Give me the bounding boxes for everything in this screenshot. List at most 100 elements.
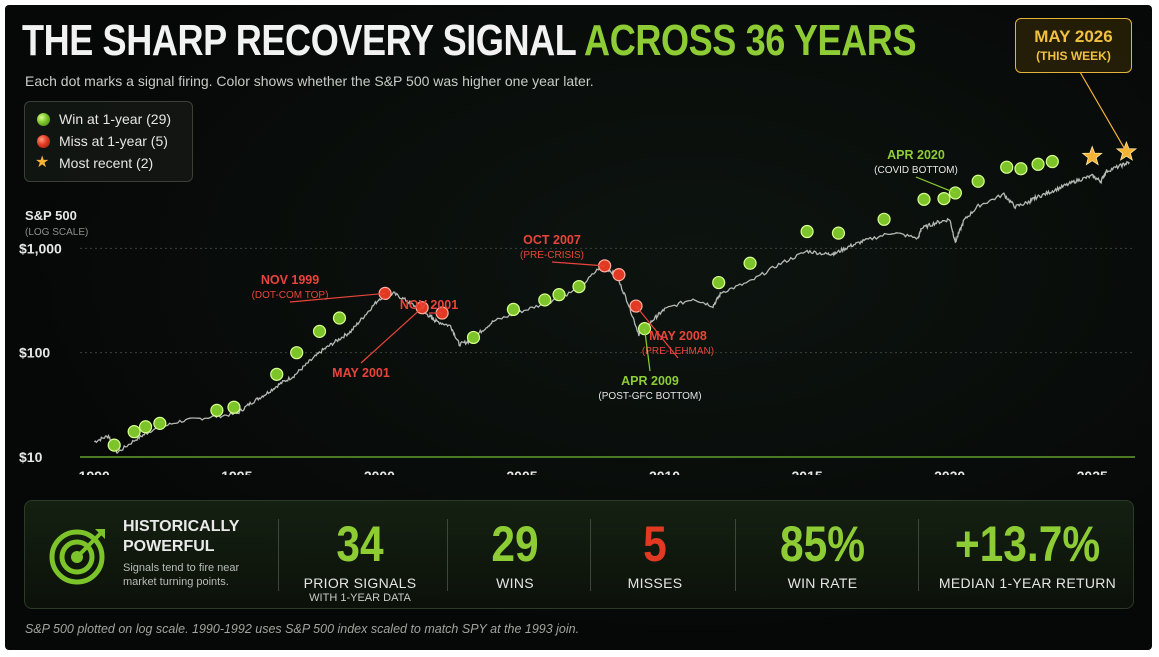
stats-headline-block: HISTORICALLY POWERFUL Signals tend to fi… [123, 517, 273, 589]
stat-label: WIN RATE [787, 575, 858, 591]
signal-miss-dot [612, 268, 626, 282]
stat-item: 34 PRIOR SIGNALS WITH 1-YEAR DATA [280, 501, 440, 610]
signal-win-dot [552, 288, 566, 302]
signal-win-dot [917, 192, 931, 206]
price-chart: $10 $100 $1,000 1990 1995 2000 2005 2010 2015 202… [19, 71, 1138, 475]
y-tick-label: $10 [19, 449, 43, 465]
stats-headline: HISTORICALLY POWERFUL [123, 518, 240, 555]
signal-win-dot [712, 275, 726, 290]
badge-pointer [1079, 71, 1127, 153]
red-dot-icon [37, 134, 50, 148]
chart-legend: Win at 1-year (29) Miss at 1-year (5) ★ … [24, 101, 193, 182]
signal-win-dot [743, 256, 757, 270]
badge-date: MAY 2026 [1034, 27, 1113, 46]
annotation-pointer [360, 307, 423, 364]
x-tick-label: 1995 [221, 468, 252, 475]
signal-win-dot [971, 174, 985, 188]
annotation-label: OCT 2007 [523, 233, 581, 247]
annotation-label: APR 2009 [621, 374, 679, 388]
annotation-pointer [643, 328, 651, 372]
signal-win-dot [1045, 154, 1059, 169]
signal-win-dot [290, 346, 304, 360]
stats-description: Signals tend to fire near market turning… [123, 562, 240, 588]
x-tick-label: 2010 [649, 468, 680, 475]
signal-win-dot [227, 400, 241, 414]
signal-win-dot [332, 311, 347, 325]
signal-win-dot [800, 224, 814, 239]
stat-item: 85% WIN RATE [740, 501, 905, 610]
annotation-label: MAY 2008 [649, 329, 707, 343]
x-tick-label: 2000 [364, 468, 395, 475]
y-tick-label: $100 [19, 345, 50, 361]
sp500-price-line [93, 160, 1130, 454]
stat-value: +13.7% [954, 516, 1101, 572]
signal-win-dot [937, 191, 951, 206]
x-tick-label: 1990 [79, 468, 110, 475]
title-main: THE SHARP RECOVERY SIGNAL [22, 16, 576, 65]
x-tick-label: 2005 [506, 468, 537, 475]
x-tick-label: 2015 [792, 468, 823, 475]
annotation-pointer [915, 176, 956, 194]
legend-item-recent: ★ Most recent (2) [35, 152, 182, 174]
annotation-sublabel: (COVID BOTTOM) [874, 165, 958, 176]
stat-label: WINS [496, 575, 534, 591]
stat-value: 34 [336, 516, 384, 572]
stat-label: MEDIAN 1-YEAR RETURN [938, 575, 1117, 591]
stat-value: 5 [643, 516, 667, 572]
stat-separator [735, 519, 736, 591]
y-tick-label: $1,000 [19, 240, 62, 256]
stat-separator [590, 519, 591, 591]
annotation-sublabel: (PRE-LEHMAN) [642, 346, 714, 357]
signal-win-dot [877, 212, 891, 226]
stat-value: 29 [491, 516, 539, 572]
stat-value: 85% [779, 516, 866, 572]
signal-win-dot [1031, 157, 1045, 171]
footnote: S&P 500 plotted on log scale. 1990-1992 … [25, 622, 580, 636]
current-signal-badge: MAY 2026 (THIS WEEK) [1015, 18, 1132, 73]
signal-win-dot [572, 280, 586, 294]
stat-separator [918, 519, 919, 591]
annotation-label: APR 2020 [887, 148, 945, 162]
legend-label-win: Win at 1-year (29) [59, 111, 172, 127]
stat-item: 29 WINS [455, 501, 575, 610]
annotation-pointer [551, 261, 605, 267]
title-accent: ACROSS 36 YEARS [584, 16, 917, 65]
stat-sublabel: WITH 1-YEAR DATA [309, 592, 411, 604]
signal-win-dot [312, 324, 327, 338]
signal-win-dot [466, 330, 481, 345]
legend-label-miss: Miss at 1-year (5) [59, 133, 168, 149]
x-tick-label: 2020 [934, 468, 965, 475]
legend-item-miss: Miss at 1-year (5) [35, 130, 182, 152]
signal-win-dot [1014, 162, 1028, 176]
signal-win-dot [210, 403, 224, 417]
annotation-sublabel: (POST-GFC BOTTOM) [598, 391, 701, 402]
y-axis-subtitle: (LOG SCALE) [25, 227, 89, 238]
annotation-sublabel: (DOT-COM TOP) [252, 290, 329, 301]
stat-separator [447, 519, 448, 591]
x-tick-label: 2025 [1077, 468, 1108, 475]
stats-panel: HISTORICALLY POWERFUL Signals tend to fi… [24, 500, 1134, 609]
signal-win-dot [831, 226, 846, 240]
star-icon: ★ [35, 154, 50, 171]
annotation-label: NOV 2001 [400, 298, 458, 312]
y-axis-title: S&P 500 [25, 208, 77, 223]
signal-win-dot [270, 367, 284, 381]
stat-item: 5 MISSES [595, 501, 715, 610]
signal-win-dot [138, 420, 153, 434]
green-dot-icon [37, 112, 50, 126]
signal-win-dot [538, 293, 552, 307]
signal-win-dot [1000, 160, 1014, 174]
annotation-pointer [635, 305, 679, 359]
stat-label: PRIOR SIGNALS [303, 575, 417, 591]
stat-label: MISSES [627, 575, 683, 591]
signal-win-dot [127, 425, 141, 439]
signal-win-dot [153, 416, 167, 430]
signal-win-dot [107, 438, 121, 452]
legend-label-recent: Most recent (2) [59, 155, 154, 171]
stat-separator [278, 519, 279, 591]
target-icon [49, 529, 105, 585]
infographic-frame: THE SHARP RECOVERY SIGNAL ACROSS 36 YEAR… [5, 5, 1152, 650]
annotation-pointer [289, 292, 386, 303]
signal-win-dot [506, 302, 521, 316]
badge-note: (THIS WEEK) [1036, 49, 1111, 63]
